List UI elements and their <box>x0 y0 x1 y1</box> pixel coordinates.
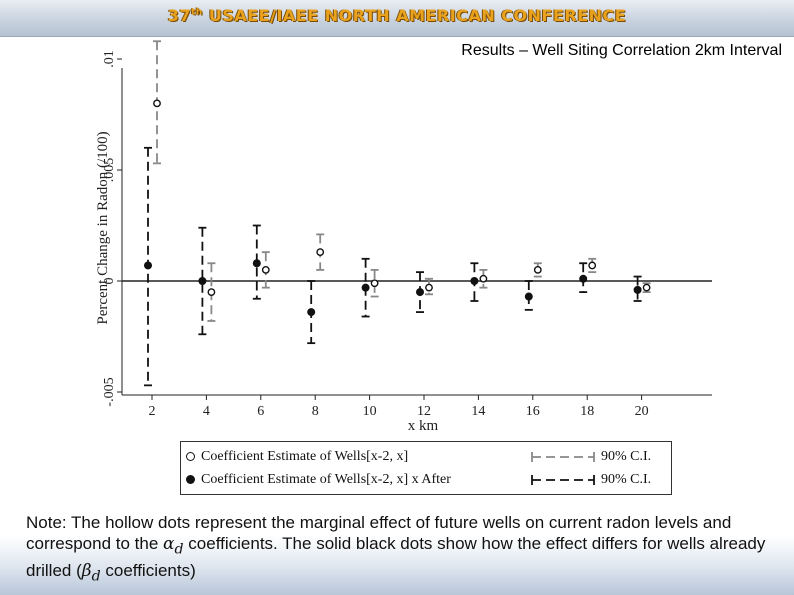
x-tick-label: 12 <box>417 404 431 419</box>
note-background <box>0 500 794 595</box>
solid-point <box>633 285 642 294</box>
solid-point <box>416 288 424 297</box>
black-dashed-ci-icon <box>531 475 595 485</box>
y-tick-label: -.005 <box>102 377 117 406</box>
slide-subtitle: Results – Well Siting Correlation 2km In… <box>461 42 782 59</box>
note-part-2: coefficients. The solid black dots show … <box>26 534 766 581</box>
hollow-circle-icon <box>186 452 195 461</box>
legend-entry-hollow: Coefficient Estimate of Wells[x-2, x] 90… <box>181 447 671 469</box>
chart-legend: Coefficient Estimate of Wells[x-2, x] 90… <box>180 441 672 495</box>
note-part-1: Note: The hollow dots represent the marg… <box>26 513 732 553</box>
x-axis-label: x km <box>408 418 439 434</box>
legend-label-solid: Coefficient Estimate of Wells[x-2, x] x … <box>201 472 451 487</box>
data-points <box>144 99 651 317</box>
legend-entry-solid: Coefficient Estimate of Wells[x-2, x] x … <box>181 470 671 492</box>
banner-title-suffix: th <box>191 7 203 18</box>
conference-banner: 37th USAEE/IAEE NORTH AMERICAN CONFERENC… <box>0 0 794 37</box>
hollow-point <box>207 288 216 296</box>
solid-point <box>470 277 479 285</box>
x-ticks: 2 4 6 8 10 12 14 16 18 20 <box>149 395 649 419</box>
legend-ci-label-hollow: 90% C.I. <box>601 449 652 464</box>
alpha-symbol: αd <box>163 534 184 558</box>
x-tick-label: 20 <box>635 404 649 419</box>
y-axis-label: Percent Change in Radon (/100) <box>95 131 111 324</box>
y-tick-label: .01 <box>102 50 117 68</box>
hollow-point <box>370 279 379 288</box>
hollow-point <box>425 283 433 292</box>
legend-label-hollow: Coefficient Estimate of Wells[x-2, x] <box>201 449 409 464</box>
banner-title: 37th USAEE/IAEE NORTH AMERICAN CONFERENC… <box>0 6 794 25</box>
y-ticks: -.005 0 .005 .01 <box>102 50 122 407</box>
solid-point <box>524 292 533 301</box>
x-tick-label: 10 <box>363 404 377 419</box>
legend-ci-label-solid: 90% C.I. <box>601 472 652 487</box>
note-text: Note: The hollow dots represent the marg… <box>26 512 786 588</box>
note-part-3: coefficients) <box>100 561 196 581</box>
filled-circle-icon <box>186 475 195 484</box>
x-tick-label: 14 <box>471 404 485 419</box>
coefficient-plot: -.005 0 .005 .01 2 4 6 8 10 12 14 16 18 20 Percent C… <box>95 40 712 434</box>
banner-title-number: 37 <box>167 6 192 25</box>
solid-point <box>144 261 152 270</box>
hollow-point <box>533 265 542 274</box>
x-tick-label: 6 <box>257 404 264 419</box>
solid-point <box>198 277 207 285</box>
confidence-intervals <box>144 40 651 387</box>
beta-symbol: βd <box>81 561 101 585</box>
solid-point <box>579 274 588 283</box>
x-tick-label: 4 <box>203 404 210 419</box>
gray-dashed-ci-icon <box>531 452 595 462</box>
solid-point <box>361 283 370 292</box>
y-tick-label: 0 <box>102 278 117 285</box>
solid-point <box>307 308 316 317</box>
x-tick-label: 8 <box>312 404 319 419</box>
x-tick-label: 18 <box>580 404 594 419</box>
solid-point <box>252 259 261 268</box>
hollow-point <box>479 274 488 283</box>
y-tick-label: .005 <box>102 158 117 183</box>
x-tick-label: 2 <box>149 404 156 419</box>
banner-title-text: USAEE/IAEE NORTH AMERICAN CONFERENCE <box>202 6 627 25</box>
x-tick-label: 16 <box>526 404 540 419</box>
hollow-point <box>153 99 161 108</box>
hollow-point <box>261 265 270 274</box>
hollow-point <box>588 261 597 270</box>
hollow-point <box>642 283 651 292</box>
hollow-point <box>316 248 325 257</box>
